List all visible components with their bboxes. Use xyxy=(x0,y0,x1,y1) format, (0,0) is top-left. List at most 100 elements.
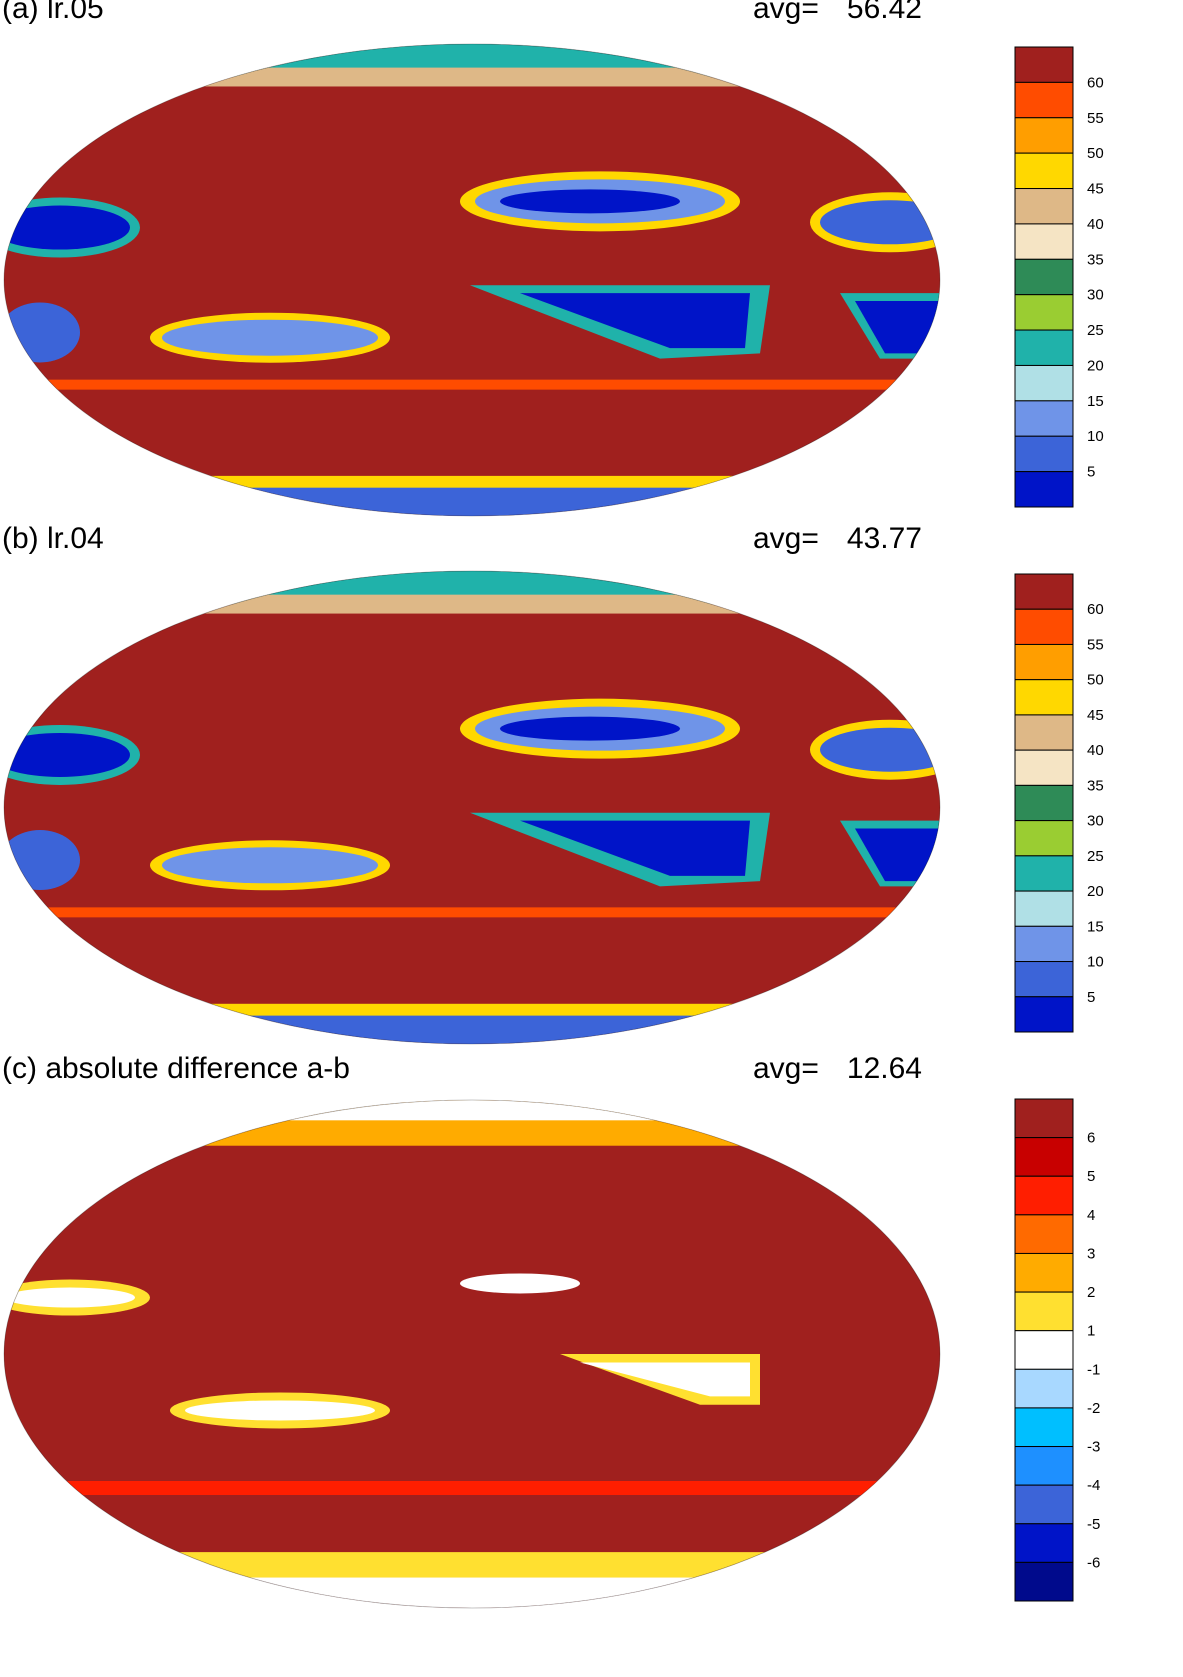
io-inner xyxy=(185,1400,375,1421)
colorbar-swatch xyxy=(1014,1407,1074,1448)
colorbar-swatch xyxy=(1014,643,1074,681)
colorbar-tick-label: 40 xyxy=(1087,216,1104,233)
colorbar-swatch xyxy=(1014,679,1074,716)
colorbar-tick-label: -3 xyxy=(1087,1439,1100,1456)
west-band-inner xyxy=(5,1287,135,1308)
colorbar-tick-label: -2 xyxy=(1087,1400,1100,1417)
colorbar-tick-label: 15 xyxy=(1087,918,1104,935)
antarctic-edge xyxy=(4,1003,940,1016)
colorbar-tick-label: 1 xyxy=(1087,1323,1095,1340)
colorbar-swatch xyxy=(1014,81,1074,119)
map-outline xyxy=(3,43,941,517)
south-band xyxy=(4,1481,940,1495)
colorbar-swatch xyxy=(1014,1137,1074,1177)
np-inner xyxy=(500,189,680,214)
antarctic-region xyxy=(4,1577,940,1608)
field-background xyxy=(4,1100,940,1608)
colorbar-tick-label: 55 xyxy=(1087,636,1104,653)
np-inner xyxy=(500,716,680,741)
field-background xyxy=(4,571,940,1044)
colorbar-swatch xyxy=(1014,1214,1074,1254)
colorbar-swatch xyxy=(1014,435,1074,473)
avg-value: 43.77 xyxy=(846,522,922,555)
antarctic-edge xyxy=(4,475,940,488)
colorbar-tick-label: 45 xyxy=(1087,181,1104,198)
panel-title: (b) lr.04 xyxy=(2,522,104,555)
colorbar-tick-label: 5 xyxy=(1087,989,1095,1006)
map-plot: 60 55 50 45 40 35 30 25 20 15 10 5 xyxy=(3,570,1104,1045)
colorbar-swatch xyxy=(1014,400,1074,437)
panel-c: (c) absolute difference a-b avg= 12.64 6 5… xyxy=(0,1052,1183,1677)
arctic-region xyxy=(4,1100,940,1121)
colorbar-tick-label: -6 xyxy=(1087,1554,1100,1571)
map-field xyxy=(4,571,940,1044)
colorbar-swatch xyxy=(1014,188,1074,225)
map-outline xyxy=(3,1099,941,1609)
colorbar-swatch xyxy=(1014,855,1074,892)
colorbar-swatch xyxy=(1014,996,1074,1033)
colorbar: 60 55 50 45 40 35 30 25 20 15 10 5 xyxy=(1014,573,1104,1033)
colorbar-tick-label: 2 xyxy=(1087,1284,1095,1301)
avg-value: 12.64 xyxy=(846,1052,922,1085)
map-field xyxy=(4,44,940,516)
colorbar-tick-label: 45 xyxy=(1087,707,1104,724)
colorbar-swatch xyxy=(1014,1291,1074,1332)
map-plot: 6 5 4 3 2 1 -1 -2 -3 -4 -5 -6 xyxy=(3,1098,1100,1609)
colorbar-swatch xyxy=(1014,1330,1074,1370)
colorbar-swatch xyxy=(1014,961,1074,998)
colorbar-tick-label: 15 xyxy=(1087,393,1104,410)
avg-label: avg= xyxy=(753,522,819,555)
colorbar-tick-label: 50 xyxy=(1087,672,1104,689)
colorbar-tick-label: 5 xyxy=(1087,1168,1095,1185)
na-inner xyxy=(820,200,940,245)
south-band xyxy=(4,379,940,390)
panel-a: (a) lr.05 avg= 56.42 60 55 50 45 40 35 30 25 20 15… xyxy=(0,0,1183,530)
colorbar-tick-label: 40 xyxy=(1087,742,1104,759)
colorbar-swatch xyxy=(1014,1252,1074,1293)
colorbar: 60 55 50 45 40 35 30 25 20 15 10 5 xyxy=(1014,46,1104,508)
map-outline xyxy=(3,570,941,1045)
na-inner xyxy=(820,727,940,772)
sw-blue xyxy=(4,302,80,363)
sp-inner xyxy=(580,1362,750,1397)
south-band xyxy=(4,907,940,918)
colorbar-swatch xyxy=(1014,1446,1074,1486)
colorbar-swatch xyxy=(1014,329,1074,366)
sp-inner xyxy=(520,820,750,876)
colorbar-tick-label: 10 xyxy=(1087,954,1104,971)
arctic-edge xyxy=(4,67,940,87)
sp-inner xyxy=(520,293,750,349)
colorbar-swatch xyxy=(1014,117,1074,154)
colorbar-tick-label: 4 xyxy=(1087,1207,1095,1224)
avg-label: avg= xyxy=(753,0,819,25)
colorbar-swatch xyxy=(1014,258,1074,296)
antarctic-region xyxy=(4,1013,940,1044)
colorbar-tick-label: 30 xyxy=(1087,287,1104,304)
colorbar-tick-label: 5 xyxy=(1087,464,1095,481)
colorbar-swatch xyxy=(1014,46,1074,83)
map-field xyxy=(4,1100,940,1608)
colorbar-swatch xyxy=(1014,1098,1074,1139)
colorbar-swatch xyxy=(1014,471,1074,508)
antarctic-region xyxy=(4,485,940,516)
colorbar-tick-label: 25 xyxy=(1087,848,1104,865)
colorbar-swatch xyxy=(1014,1368,1074,1409)
colorbar-swatch xyxy=(1014,714,1074,751)
colorbar-tick-label: 20 xyxy=(1087,883,1104,900)
colorbar-tick-label: 35 xyxy=(1087,251,1104,268)
panel-average: avg= 56.42 xyxy=(753,0,922,26)
colorbar-swatch xyxy=(1014,1484,1074,1525)
colorbar-tick-label: 35 xyxy=(1087,777,1104,794)
colorbar-tick-label: 6 xyxy=(1087,1130,1095,1147)
arctic-edge xyxy=(4,594,940,614)
colorbar-swatch xyxy=(1014,152,1074,190)
panel-title: (a) lr.05 xyxy=(2,0,104,25)
colorbar-tick-label: 30 xyxy=(1087,813,1104,830)
colorbar-swatch xyxy=(1014,223,1074,260)
colorbar-tick-label: 60 xyxy=(1087,601,1104,618)
colorbar-swatch xyxy=(1014,608,1074,645)
colorbar: 6 5 4 3 2 1 -1 -2 -3 -4 -5 -6 xyxy=(1014,1098,1100,1602)
sa-inner xyxy=(855,300,940,354)
io-inner xyxy=(162,847,378,884)
colorbar-swatch xyxy=(1014,890,1074,927)
